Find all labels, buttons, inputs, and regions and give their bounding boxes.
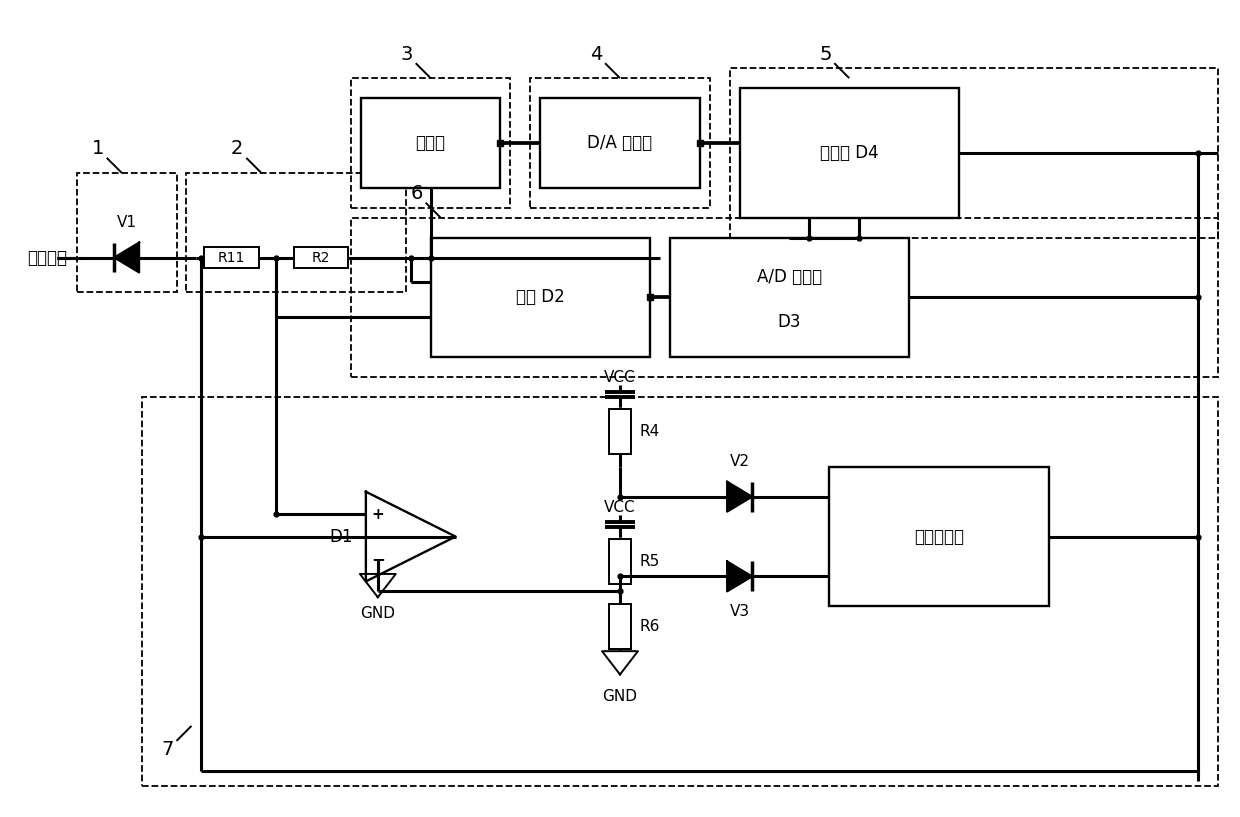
Text: D/A 转换器: D/A 转换器 <box>588 134 652 152</box>
Text: 运放 D2: 运放 D2 <box>516 288 564 306</box>
Text: 4: 4 <box>590 45 603 64</box>
Polygon shape <box>727 482 751 511</box>
Bar <box>541 98 699 188</box>
Bar <box>609 409 631 454</box>
Text: R5: R5 <box>640 554 660 569</box>
Text: VCC: VCC <box>604 500 636 515</box>
Text: +: + <box>372 507 384 521</box>
Bar <box>670 238 909 357</box>
Text: V1: V1 <box>117 215 136 230</box>
Bar <box>141 397 1218 786</box>
Text: 电流源: 电流源 <box>415 134 445 152</box>
Polygon shape <box>727 561 751 592</box>
Text: R2: R2 <box>311 251 330 265</box>
Bar <box>830 467 1049 606</box>
Text: 控制器 D4: 控制器 D4 <box>820 144 878 162</box>
Bar <box>609 604 631 649</box>
Text: 看门狗电路: 看门狗电路 <box>914 528 963 546</box>
Bar <box>430 238 650 357</box>
Text: 电流输出: 电流输出 <box>27 248 67 266</box>
Text: GND: GND <box>603 689 637 703</box>
Bar <box>351 217 1218 377</box>
Text: R11: R11 <box>218 251 246 265</box>
Text: D3: D3 <box>777 313 801 332</box>
Polygon shape <box>114 243 139 272</box>
Text: 2: 2 <box>231 140 243 158</box>
Text: 6: 6 <box>410 184 423 203</box>
Text: 5: 5 <box>820 45 832 64</box>
Text: V2: V2 <box>729 454 750 469</box>
Bar <box>203 247 259 269</box>
Bar <box>609 539 631 584</box>
Bar <box>729 68 1218 238</box>
Text: GND: GND <box>361 606 396 621</box>
Text: 7: 7 <box>161 740 174 759</box>
Bar <box>186 173 405 292</box>
Bar <box>361 98 501 188</box>
Bar <box>351 78 511 208</box>
Bar <box>294 247 348 269</box>
Text: R6: R6 <box>640 618 661 634</box>
Text: −: − <box>371 550 384 568</box>
Text: A/D 转换器: A/D 转换器 <box>756 269 822 287</box>
Bar <box>77 173 176 292</box>
Text: D1: D1 <box>329 528 352 546</box>
Text: 1: 1 <box>92 140 104 158</box>
Bar <box>739 88 959 217</box>
Text: VCC: VCC <box>604 370 636 385</box>
Bar <box>531 78 709 208</box>
Text: 3: 3 <box>401 45 413 64</box>
Text: R4: R4 <box>640 424 660 440</box>
Text: V3: V3 <box>729 604 750 618</box>
